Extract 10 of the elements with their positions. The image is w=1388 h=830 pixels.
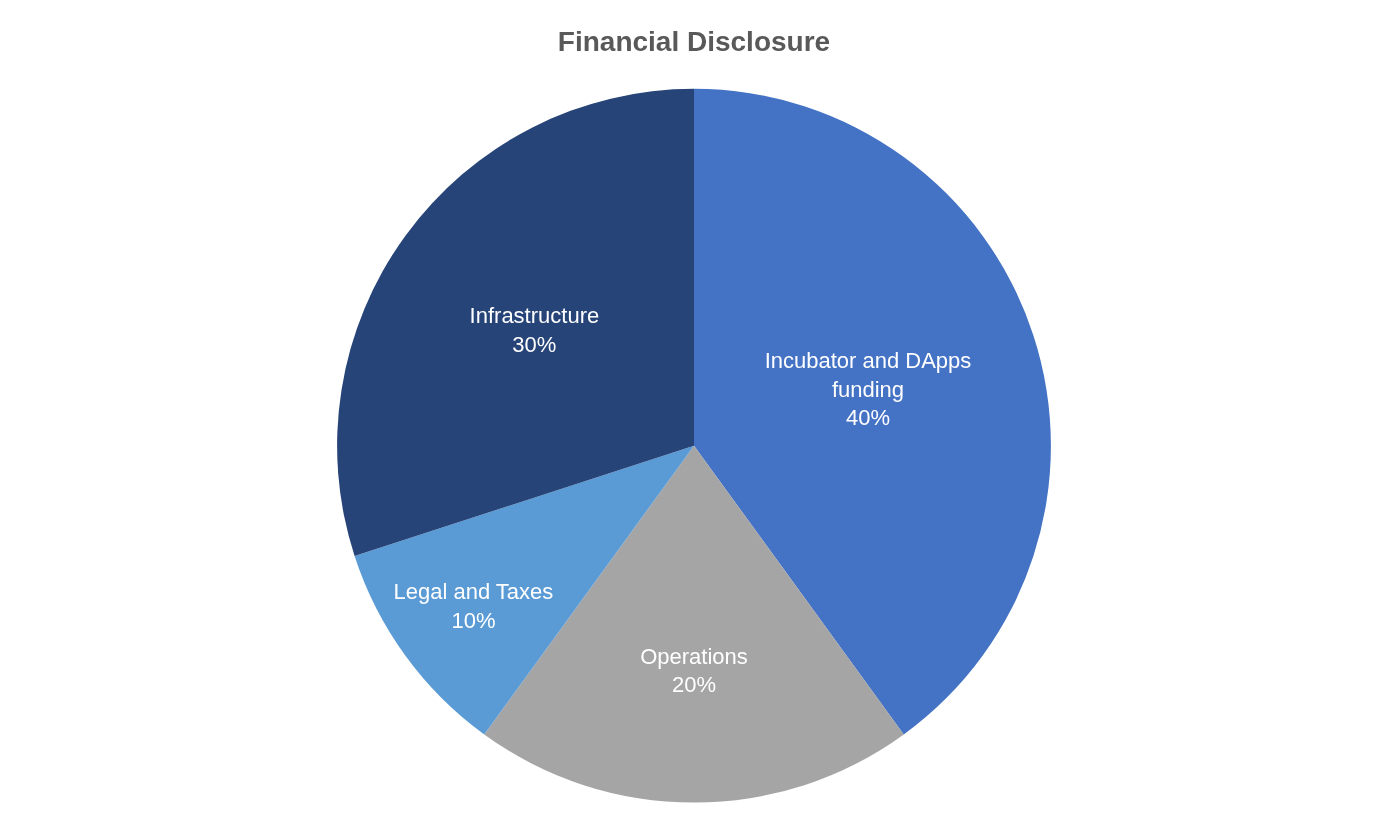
slice-label: Operations <box>640 643 748 669</box>
pie-slice <box>337 88 694 556</box>
slice-label: Incubator and DApps funding <box>764 348 972 402</box>
data-label: 20% <box>671 672 717 698</box>
slice-label: Infrastructure <box>469 302 600 328</box>
data-label: 40% <box>845 405 890 431</box>
chart-title: Financial Disclosure <box>557 26 831 58</box>
data-label: 10% <box>451 607 496 633</box>
data-label: 30% <box>512 331 557 357</box>
slice-label: Legal and Taxes <box>393 579 554 605</box>
